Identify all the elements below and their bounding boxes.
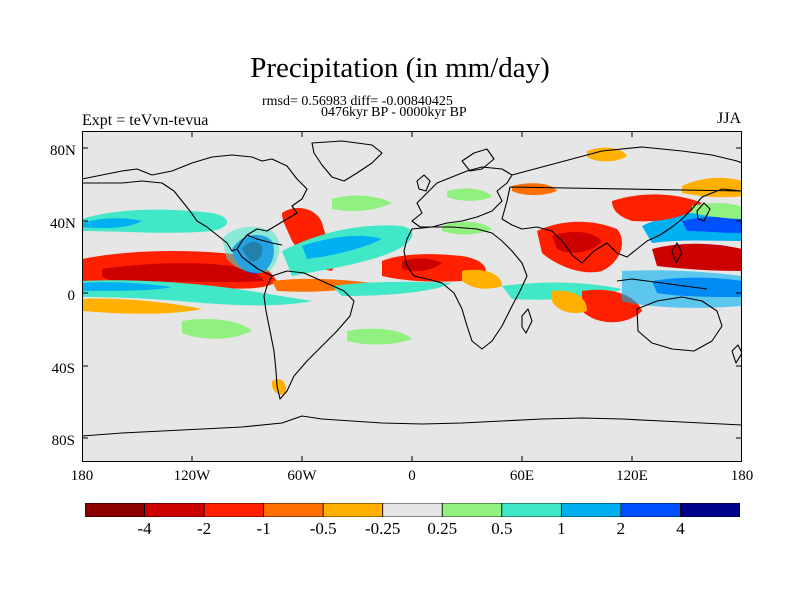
- pacific-south-blue: [82, 282, 172, 291]
- lon-tick-180w: 180: [70, 468, 94, 484]
- colorbar-swatch: [203, 503, 265, 517]
- colorbar-label: -0.25: [365, 519, 401, 538]
- siberia-orange: [512, 183, 557, 196]
- lat-tick-40s: 40S: [51, 361, 75, 377]
- colorbar-label: -4: [137, 519, 152, 538]
- lat-tick-0: 0: [67, 288, 76, 304]
- colorbar-label: 0.25: [427, 519, 458, 538]
- colorbar-label: 4: [676, 519, 685, 538]
- coast-africa: [403, 226, 528, 350]
- coast-north-america: [82, 154, 308, 252]
- colorbar-swatch: [263, 503, 324, 517]
- colorbar-label: -2: [196, 519, 212, 538]
- stats-line-2: 0476kyr BP - 0000kyr BP: [321, 105, 467, 120]
- pacific-southeast-orange: [82, 298, 202, 314]
- coast-greenland: [311, 140, 383, 182]
- lon-tick-60w: 60W: [287, 468, 317, 484]
- coastlines: [82, 140, 742, 437]
- lat-tick-80n: 80N: [50, 143, 76, 159]
- arctic-orange: [587, 147, 627, 162]
- coast-europe: [411, 166, 513, 228]
- south-pacific-green: [182, 319, 252, 339]
- colorbar-label: 1: [557, 519, 566, 538]
- africa-sahel-core: [402, 258, 442, 271]
- coast-madagascar: [521, 308, 533, 334]
- colorbar-swatch: [322, 503, 384, 517]
- india-core: [552, 231, 602, 253]
- patagonia-orange: [272, 379, 287, 395]
- africa-east-orange: [462, 269, 502, 289]
- coast-new-zealand: [731, 344, 742, 364]
- colorbar-swatch: [85, 503, 145, 517]
- season-label: JJA: [716, 110, 741, 127]
- pacific-itcz-core: [102, 263, 264, 283]
- south-america-green: [347, 328, 412, 345]
- atlantic-green-north: [332, 195, 392, 211]
- colorbar-swatch: [382, 503, 443, 517]
- west-pacific-cyan: [622, 270, 742, 308]
- coast-scandinavia: [461, 148, 495, 172]
- colorbar-label: 0.5: [491, 519, 513, 538]
- lon-tick-0: 0: [408, 468, 416, 484]
- lat-tick-40n: 40N: [50, 216, 76, 232]
- coast-antarctica: [82, 415, 742, 437]
- map-title: Precipitation (in mm/day): [250, 52, 550, 84]
- lat-tick-80s: 80S: [51, 433, 75, 449]
- coast-british-isles: [416, 174, 431, 192]
- stats-line-1: rmsd= 0.56983 diff= -0.00840425: [262, 94, 453, 109]
- atlantic-itcz-teal: [332, 281, 452, 296]
- west-pacific-deficit: [652, 243, 742, 271]
- north-pacific-green: [692, 203, 742, 219]
- colorbar-swatch: [560, 503, 622, 517]
- colorbar-swatch: [620, 503, 681, 517]
- precipitation-map: [82, 131, 742, 462]
- colorbar: [85, 503, 740, 517]
- coast-caribbean: [246, 234, 283, 246]
- coast-south-america: [263, 270, 355, 400]
- colorbar-swatch: [501, 503, 562, 517]
- colorbar-swatch: [441, 503, 503, 517]
- lon-tick-120e: 120E: [616, 468, 648, 484]
- na-west-cyan: [82, 218, 142, 229]
- coast-australia: [636, 296, 723, 352]
- colorbar-swatch: [680, 503, 740, 517]
- colorbar-label: -0.5: [309, 519, 337, 538]
- experiment-label: Expt = teVvn-tevua: [82, 112, 209, 129]
- colorbar-swatch: [144, 503, 205, 517]
- map-ticks: [82, 131, 742, 462]
- colorbar-label: 2: [616, 519, 626, 538]
- north-pacific-orange: [682, 177, 742, 198]
- east-asia-blue: [682, 216, 742, 233]
- atlantic-cyan-band: [302, 235, 382, 259]
- coast-asia: [501, 146, 742, 264]
- lon-tick-120w: 120W: [173, 468, 211, 484]
- arctic-green: [447, 188, 492, 201]
- coast-central-america: [236, 248, 273, 277]
- east-asia-deficit: [612, 194, 702, 222]
- coast-japan: [696, 202, 711, 222]
- lon-tick-180e: 180: [730, 468, 754, 484]
- colorbar-label: -1: [256, 519, 271, 538]
- coast-philippines: [671, 242, 683, 264]
- caribbean-cyan: [222, 226, 280, 273]
- indian-ocean-south-orange: [552, 290, 587, 313]
- lon-tick-60e: 60E: [509, 468, 535, 484]
- coast-indonesia: [616, 278, 708, 290]
- anomaly-fields: [82, 147, 742, 395]
